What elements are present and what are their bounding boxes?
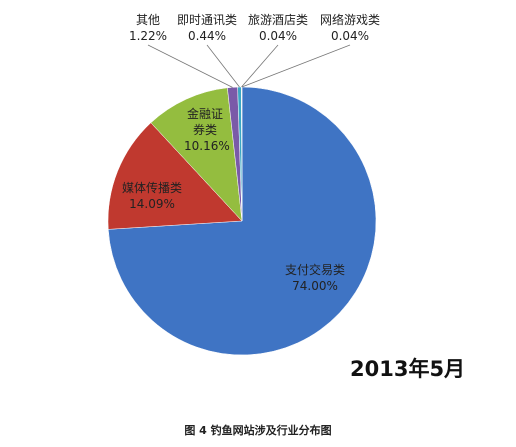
pie-slice	[107, 122, 243, 230]
leader-line	[241, 44, 279, 88]
chart-title: 2013年5月	[350, 357, 466, 381]
chart-caption: 图 4 钓鱼网站涉及行业分布图	[184, 424, 332, 437]
slice-label: 支付交易类 74.00%	[270, 262, 360, 294]
slice-value: 0.04%	[330, 29, 370, 43]
slice-name: 支付交易类	[284, 263, 345, 277]
slice-label: 即时通讯类 0.44%	[167, 12, 247, 44]
slice-label: 网络游戏类 0.04%	[310, 12, 390, 44]
leader-line	[206, 44, 240, 88]
slice-label: 媒体传播类 14.09%	[107, 180, 197, 212]
slice-name: 金融证券类	[186, 107, 223, 137]
slice-label: 旅游酒店类 0.04%	[238, 12, 318, 44]
slice-name: 其他	[135, 13, 160, 27]
slice-label: 金融证券类 10.16%	[184, 106, 230, 154]
pie-slice	[150, 87, 243, 222]
slice-name: 媒体传播类	[121, 181, 182, 195]
slice-name: 旅游酒店类	[247, 13, 308, 27]
slice-value: 0.04%	[258, 29, 298, 43]
slice-name: 网络游戏类	[319, 13, 380, 27]
slice-name: 即时通讯类	[176, 13, 237, 27]
slice-value: 10.16%	[184, 139, 230, 153]
leader-line	[241, 44, 351, 88]
slice-value: 0.44%	[187, 29, 227, 43]
leader-line	[147, 44, 233, 88]
slice-value: 1.22%	[128, 29, 168, 43]
slice-value: 74.00%	[292, 279, 338, 293]
slice-value: 14.09%	[129, 197, 175, 211]
slice-label: 其他 1.22%	[113, 12, 183, 44]
